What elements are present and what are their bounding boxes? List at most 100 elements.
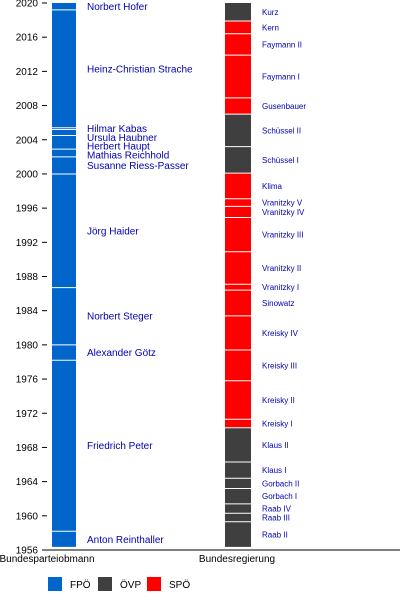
gov-label-gorbach-ii: Gorbach II <box>262 479 299 488</box>
chair-label-heinz-christian-strache: Heinz-Christian Strache <box>87 64 193 75</box>
y-tick-label-2020: 2020 <box>16 0 39 10</box>
gov-bar-vranitzky-ii <box>225 251 251 285</box>
y-tick-label-1964: 1964 <box>16 477 39 488</box>
gov-label-vranitzky-iv: Vranitzky IV <box>262 208 305 217</box>
gov-label-vranitzky-ii: Vranitzky II <box>262 264 301 273</box>
chair-bar-norbert-hofer <box>52 3 76 10</box>
gov-label-schussel-ii: Schüssel II <box>262 126 301 135</box>
gov-bar-raab-iii <box>225 513 251 522</box>
chair-label-ursula-haubner: Ursula Haubner <box>87 133 158 144</box>
y-tick-label-1956: 1956 <box>16 546 39 557</box>
gov-label-gusenbauer: Gusenbauer <box>262 102 306 111</box>
chair-bar-norbert-steger <box>52 287 76 345</box>
gov-bar-vranitzky-v <box>225 198 251 207</box>
gov-bar-gusenbauer <box>225 97 251 115</box>
chair-label-anton-reinthaller: Anton Reinthaller <box>87 535 164 546</box>
chair-label-norbert-hofer: Norbert Hofer <box>87 2 148 13</box>
legend-label-spo: SPÖ <box>169 579 190 591</box>
y-tick-label-1968: 1968 <box>16 443 39 454</box>
gov-label-sinowatz: Sinowatz <box>262 299 294 308</box>
y-tick-label-1980: 1980 <box>16 340 39 351</box>
chair-bar-anton-reinthaller <box>52 531 76 548</box>
gov-label-klima: Klima <box>262 182 283 191</box>
gov-bar-klaus-i <box>225 461 251 479</box>
gov-bar-vranitzky-iii <box>225 217 251 252</box>
x-axis: Bundesparteiobmann Bundesregierung <box>0 549 400 565</box>
chair-bar-alexander-gotz <box>52 344 76 361</box>
gov-label-vranitzky-i: Vranitzky I <box>262 283 299 292</box>
gov-label-faymann-ii: Faymann II <box>262 40 302 49</box>
chair-label-friedrich-peter: Friedrich Peter <box>87 441 153 452</box>
chair-label-mathias-reichhold: Mathias Reichhold <box>87 151 169 162</box>
chair-label-alexander-gotz: Alexander Götz <box>87 348 156 359</box>
legend-label-ovp: ÖVP <box>120 579 141 591</box>
gov-label-vranitzky-v: Vranitzky V <box>262 199 303 208</box>
y-tick-label-1976: 1976 <box>16 375 39 386</box>
gov-bar-schussel-ii <box>225 114 251 147</box>
gov-label-raab-iv: Raab IV <box>262 505 292 514</box>
chair-bar-jorg-haider <box>52 173 76 288</box>
gov-label-klaus-ii: Klaus II <box>262 441 289 450</box>
gov-label-kreisky-iv: Kreisky IV <box>262 329 299 338</box>
gov-label-kreisky-iii: Kreisky III <box>262 361 297 370</box>
y-tick-label-1960: 1960 <box>16 511 39 522</box>
gov-label-kreisky-i: Kreisky I <box>262 420 293 429</box>
gov-bar-sinowatz <box>225 290 251 316</box>
x-label-governments: Bundesregierung <box>199 554 275 565</box>
legend-label-fpo: FPÖ <box>70 579 91 591</box>
chair-label-hilmar-kabas: Hilmar Kabas <box>87 124 147 135</box>
chair-bar-ursula-haubner <box>52 129 76 136</box>
chair-bar-susanne-riess-passer <box>52 156 76 174</box>
gov-bar-kurz <box>225 3 251 21</box>
gov-label-schussel-i: Schüssel I <box>262 156 299 165</box>
legend-swatch-fpo <box>48 577 62 591</box>
gov-bar-raab-ii <box>225 521 251 548</box>
y-tick-label-2012: 2012 <box>16 67 39 78</box>
gov-bar-faymann-ii <box>225 33 251 56</box>
gov-bar-gorbach-ii <box>225 478 251 489</box>
gov-bar-kreisky-iv <box>225 315 251 351</box>
y-tick-label-1988: 1988 <box>16 272 39 283</box>
gov-label-kern: Kern <box>262 23 279 32</box>
chair-label-susanne-riess-passer: Susanne Riess-Passer <box>87 161 189 172</box>
y-tick-label-1984: 1984 <box>16 306 39 317</box>
gov-label-kreisky-ii: Kreisky II <box>262 396 295 405</box>
gov-label-faymann-i: Faymann I <box>262 73 300 82</box>
chair-label-herbert-haupt: Herbert Haupt <box>87 142 150 153</box>
gov-bar-kreisky-ii <box>225 380 251 420</box>
chair-bar-hilmar-kabas <box>52 127 76 130</box>
y-tick-label-2000: 2000 <box>16 169 39 180</box>
chair-bar-mathias-reichhold <box>52 149 76 157</box>
gov-bar-vranitzky-i <box>225 284 251 291</box>
chair-label-jorg-haider: Jörg Haider <box>87 226 139 237</box>
legend-swatch-spo <box>147 577 161 591</box>
gov-bar-kreisky-i <box>225 419 251 428</box>
gov-bar-faymann-i <box>225 55 251 98</box>
y-tick-label-2008: 2008 <box>16 101 39 112</box>
y-tick-label-1992: 1992 <box>16 238 39 249</box>
gov-bar-kern <box>225 20 251 34</box>
y-axis: 1956 1960 1964 1968 1972 1976 1980 1984 1988 1992… <box>16 0 47 557</box>
gov-bar-klaus-ii <box>225 427 251 462</box>
y-tick-label-2004: 2004 <box>16 135 39 146</box>
gov-bar-schussel-i <box>225 146 251 174</box>
y-tick-label-1972: 1972 <box>16 409 39 420</box>
gov-bar-vranitzky-iv <box>225 206 251 218</box>
x-label-party-chairs: Bundesparteiobmann <box>0 554 95 565</box>
gov-label-raab-iii: Raab III <box>262 514 290 523</box>
chair-bar-herbert-haupt <box>52 135 76 150</box>
gov-label-gorbach-i: Gorbach I <box>262 492 297 501</box>
chair-bar-heinz-christian-strache <box>52 9 76 128</box>
gov-label-kurz: Kurz <box>262 8 278 17</box>
gov-label-vranitzky-iii: Vranitzky III <box>262 231 304 240</box>
legend-swatch-ovp <box>98 577 112 591</box>
y-tick-label-1996: 1996 <box>16 204 39 215</box>
party-chair-column: Anton Reinthaller Friedrich Peter Alexande… <box>52 2 193 548</box>
legend: FPÖ ÖVP SPÖ <box>48 577 190 591</box>
gov-label-klaus-i: Klaus I <box>262 466 286 475</box>
gov-bar-raab-iv <box>225 503 251 514</box>
y-tick-label-2016: 2016 <box>16 33 39 44</box>
chair-label-norbert-steger: Norbert Steger <box>87 312 153 323</box>
